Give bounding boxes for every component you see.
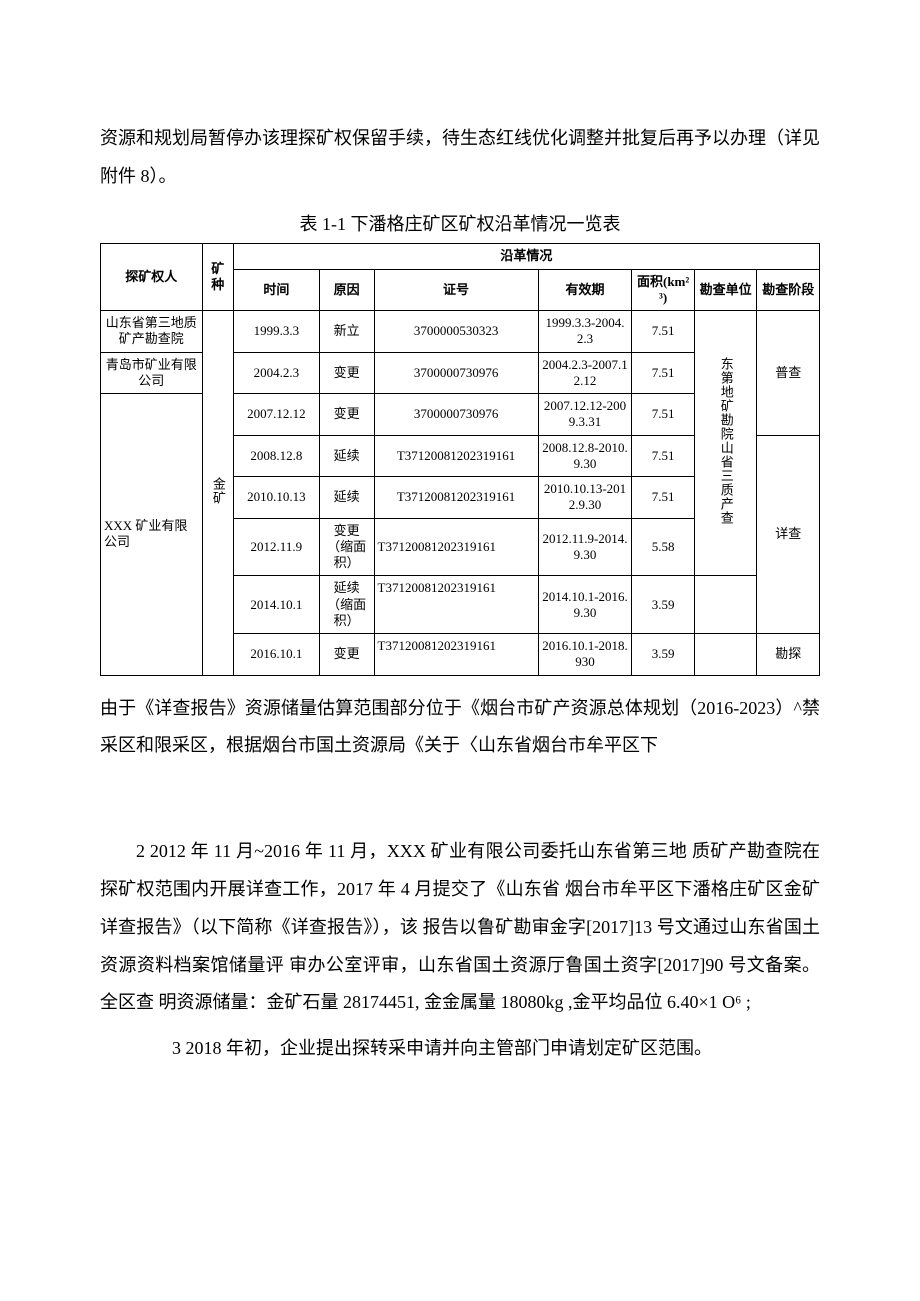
cell-owner: 青岛市矿业有限公司 bbox=[101, 352, 203, 394]
col-header-owner: 探矿权人 bbox=[101, 244, 203, 311]
section-gap bbox=[100, 773, 820, 833]
cell-license: T37120081202319161 bbox=[374, 435, 538, 477]
cell-time: 2014.10.1 bbox=[233, 576, 319, 634]
cell-unit-empty bbox=[694, 634, 757, 676]
table-header-row: 探矿权人 矿种 沿革情况 bbox=[101, 244, 820, 269]
cell-valid: 2008.12.8-2010.9.30 bbox=[538, 435, 632, 477]
cell-license: T37120081202319161 bbox=[374, 518, 538, 576]
intro-paragraph: 资源和规划局暂停办该理探矿权保留手续，待生态红线优化调整并批复后再予以办理（详见… bbox=[100, 120, 820, 196]
cell-license: 3700000530323 bbox=[374, 311, 538, 353]
cell-reason: 延续 bbox=[319, 435, 374, 477]
col-header-reason: 原因 bbox=[319, 269, 374, 311]
col-header-valid: 有效期 bbox=[538, 269, 632, 311]
cell-license: T37120081202319161 bbox=[374, 634, 538, 676]
history-table: 探矿权人 矿种 沿革情况 时间 原因 证号 有效期 面积(km²³) 勘查单位 … bbox=[100, 243, 820, 675]
cell-owner: XXX 矿业有限公司 bbox=[101, 394, 203, 676]
cell-unit-empty bbox=[694, 576, 757, 634]
cell-reason: 变更 bbox=[319, 394, 374, 436]
cell-area: 7.51 bbox=[632, 394, 695, 436]
cell-mineral: 金矿 bbox=[202, 311, 233, 676]
cell-license: 3700000730976 bbox=[374, 352, 538, 394]
cell-valid: 2010.10.13-2012.9.30 bbox=[538, 477, 632, 519]
cell-time: 2016.10.1 bbox=[233, 634, 319, 676]
paragraph-item-2: 2 2012 年 11 月~2016 年 11 月，XXX 矿业有限公司委托山东… bbox=[100, 833, 820, 1022]
cell-time: 2004.2.3 bbox=[233, 352, 319, 394]
cell-license: T37120081202319161 bbox=[374, 477, 538, 519]
table-caption: 表 1-1 下潘格庄矿区矿权沿革情况一览表 bbox=[100, 206, 820, 244]
col-header-history: 沿革情况 bbox=[233, 244, 819, 269]
cell-time: 2010.10.13 bbox=[233, 477, 319, 519]
cell-area: 7.51 bbox=[632, 311, 695, 353]
cell-valid: 2012.11.9-2014.9.30 bbox=[538, 518, 632, 576]
cell-stage: 普查 bbox=[757, 311, 820, 436]
cell-valid: 2004.2.3-2007.12.12 bbox=[538, 352, 632, 394]
paragraph-item-3: 3 2018 年初，企业提出探转采申请并向主管部门申请划定矿区范围。 bbox=[100, 1030, 820, 1068]
cell-reason: 新立 bbox=[319, 311, 374, 353]
col-header-stage: 勘查阶段 bbox=[757, 269, 820, 311]
cell-stage: 勘探 bbox=[757, 634, 820, 676]
cell-reason: 延续（缩面积） bbox=[319, 576, 374, 634]
col-header-unit: 勘查单位 bbox=[694, 269, 757, 311]
cell-time: 2008.12.8 bbox=[233, 435, 319, 477]
cell-valid: 2016.10.1-2018.930 bbox=[538, 634, 632, 676]
cell-area: 3.59 bbox=[632, 576, 695, 634]
cell-area: 7.51 bbox=[632, 352, 695, 394]
cell-reason: 变更 bbox=[319, 352, 374, 394]
cell-area: 3.59 bbox=[632, 634, 695, 676]
cell-stage: 详查 bbox=[757, 435, 820, 634]
document-page: 资源和规划局暂停办该理探矿权保留手续，待生态红线优化调整并批复后再予以办理（详见… bbox=[0, 0, 920, 1136]
col-header-mineral: 矿种 bbox=[202, 244, 233, 311]
cell-area: 7.51 bbox=[632, 435, 695, 477]
cell-reason: 变更（缩面积） bbox=[319, 518, 374, 576]
cell-valid: 1999.3.3-2004.2.3 bbox=[538, 311, 632, 353]
cell-time: 2007.12.12 bbox=[233, 394, 319, 436]
col-header-area: 面积(km²³) bbox=[632, 269, 695, 311]
table-row: 山东省第三地质矿产勘查院 金矿 1999.3.3 新立 370000053032… bbox=[101, 311, 820, 353]
cell-valid: 2014.10.1-2016.9.30 bbox=[538, 576, 632, 634]
col-header-time: 时间 bbox=[233, 269, 319, 311]
col-header-license: 证号 bbox=[374, 269, 538, 311]
cell-owner: 山东省第三地质矿产勘查院 bbox=[101, 311, 203, 353]
cell-time: 2012.11.9 bbox=[233, 518, 319, 576]
cell-unit: 东第地矿勘院山省三质产查 bbox=[694, 311, 757, 576]
cell-reason: 变更 bbox=[319, 634, 374, 676]
cell-license: 3700000730976 bbox=[374, 394, 538, 436]
cell-area: 7.51 bbox=[632, 477, 695, 519]
cell-reason: 延续 bbox=[319, 477, 374, 519]
cell-license: T37120081202319161 bbox=[374, 576, 538, 634]
cell-time: 1999.3.3 bbox=[233, 311, 319, 353]
paragraph-after-table: 由于《详查报告》资源储量估算范围部分位于《烟台市矿产资源总体规划（2016-20… bbox=[100, 690, 820, 766]
cell-valid: 2007.12.12-2009.3.31 bbox=[538, 394, 632, 436]
cell-area: 5.58 bbox=[632, 518, 695, 576]
